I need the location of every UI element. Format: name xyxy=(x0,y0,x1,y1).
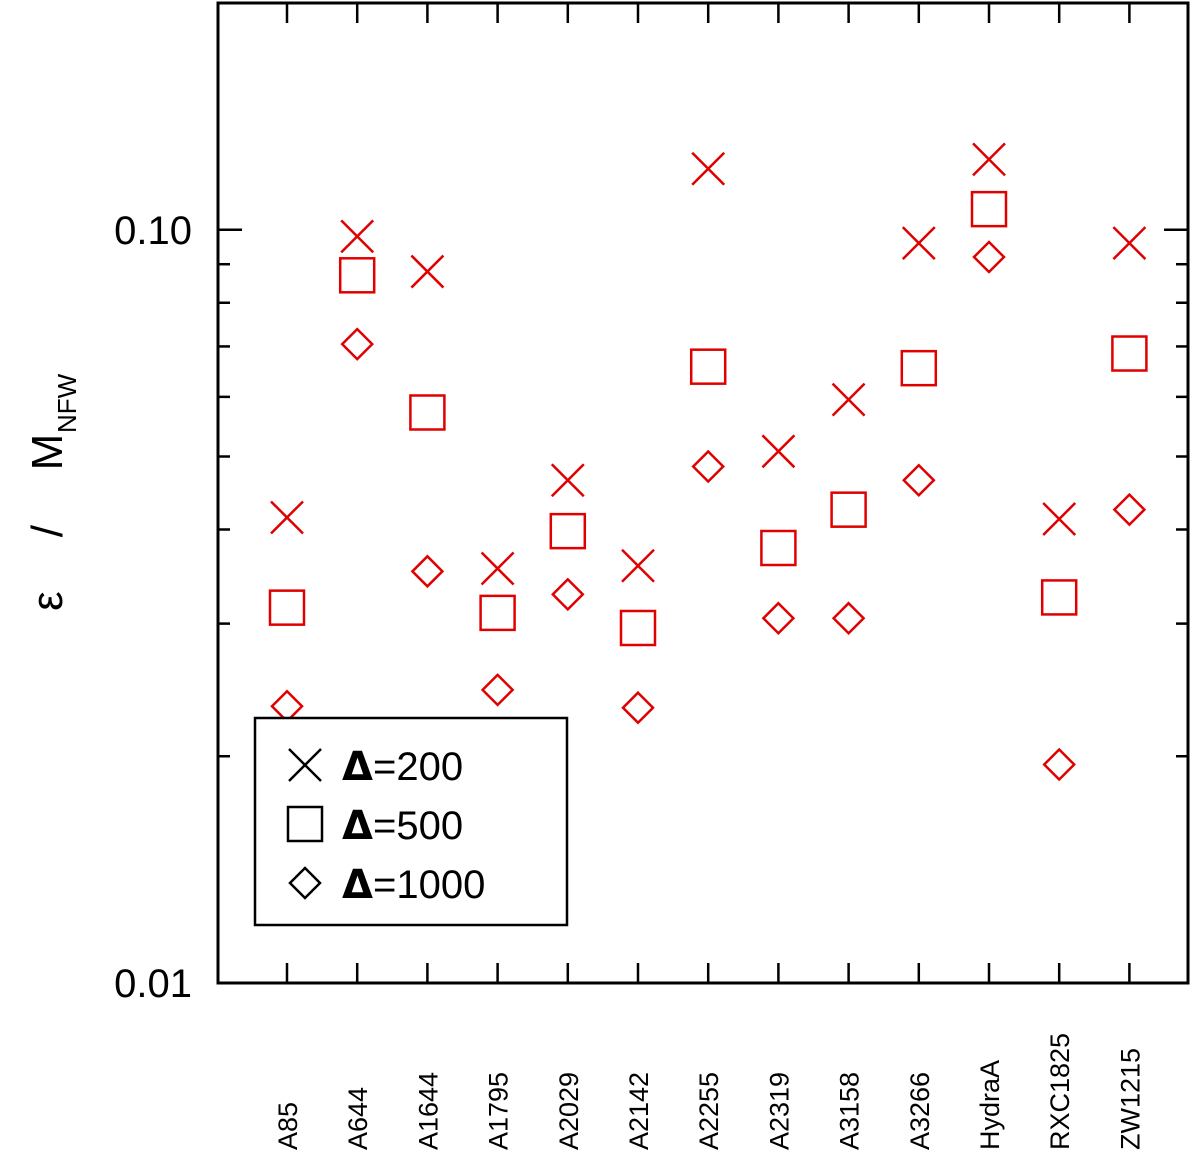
y-tick-labels: 0.10 0.01 xyxy=(114,209,192,1006)
marker-x-RXC1825 xyxy=(1042,502,1077,536)
x-category-label: A2319 xyxy=(764,1072,794,1150)
marker-square-A85 xyxy=(268,589,306,626)
marker-square-RXC1825 xyxy=(1040,579,1078,616)
x-category-label: A2029 xyxy=(554,1072,584,1150)
marker-x-A644 xyxy=(340,219,375,254)
x-category-label: A3266 xyxy=(905,1072,935,1150)
marker-x-A2029 xyxy=(550,463,585,498)
marker-x-A1644 xyxy=(410,254,445,289)
legend-marker-square xyxy=(286,805,324,843)
marker-x-A2142 xyxy=(621,548,655,583)
marker-diamond-RXC1825 xyxy=(1042,747,1076,782)
legend-label-symbol: Δ xyxy=(342,744,373,790)
x-category-label: A644 xyxy=(343,1087,373,1150)
x-category-label: A3158 xyxy=(835,1072,865,1150)
x-category-label: HydraA xyxy=(975,1060,1005,1150)
marker-diamond-A2319 xyxy=(761,601,796,635)
legend-label-value: =200 xyxy=(373,745,463,789)
marker-square-A3158 xyxy=(830,491,867,528)
x-category-label: A85 xyxy=(273,1102,303,1150)
y-axis-label-symbol: ε xyxy=(23,591,72,611)
marker-diamond-ZW1215 xyxy=(1112,492,1147,527)
marker-diamond-A3266 xyxy=(902,463,936,498)
marker-diamond-HydraA xyxy=(972,240,1006,274)
marker-diamond-A3158 xyxy=(831,601,866,635)
marker-diamond-A644 xyxy=(340,327,374,361)
data-markers xyxy=(268,142,1148,782)
marker-x-A85 xyxy=(270,500,304,535)
svg-text:ε / M: ε / M xyxy=(23,434,72,611)
y-axis-label: ε / M NFW xyxy=(23,373,82,611)
x-category-label: RXC1825 xyxy=(1045,1033,1075,1150)
marker-square-A2029 xyxy=(549,512,587,550)
marker-x-A2255 xyxy=(691,151,726,186)
y-axis-label-subscript: NFW xyxy=(52,373,82,433)
legend-label-symbol: Δ xyxy=(342,862,373,908)
legend-marker-diamond xyxy=(288,866,322,900)
marker-x-HydraA xyxy=(972,142,1006,177)
marker-square-A2142 xyxy=(619,609,657,647)
marker-diamond-A1795 xyxy=(480,673,515,707)
x-category-label: A1644 xyxy=(413,1072,443,1150)
marker-diamond-A2255 xyxy=(691,449,725,484)
legend-box xyxy=(253,716,569,927)
y-tick-label: 0.10 xyxy=(114,209,192,253)
legend-label-value: =500 xyxy=(373,804,463,848)
marker-x-A3158 xyxy=(831,382,866,417)
plot-frame xyxy=(216,1,1190,985)
marker-x-A1795 xyxy=(480,551,515,586)
marker-square-A1644 xyxy=(409,394,446,431)
marker-square-A2255 xyxy=(689,348,727,385)
marker-square-HydraA xyxy=(970,190,1008,228)
marker-square-A2319 xyxy=(760,529,797,567)
x-axis xyxy=(285,3,1131,983)
marker-x-A3266 xyxy=(901,226,936,260)
x-category-label: A1795 xyxy=(484,1072,514,1150)
marker-diamond-A2029 xyxy=(551,577,585,612)
x-category-label: A2142 xyxy=(624,1072,654,1150)
legend-label: Δ=1000 xyxy=(342,862,485,908)
marker-diamond-A1644 xyxy=(410,554,445,589)
legend-label-value: =1000 xyxy=(373,863,485,907)
legend-marker-x xyxy=(288,748,322,782)
marker-square-ZW1215 xyxy=(1111,335,1148,372)
x-category-label: A2255 xyxy=(694,1072,724,1150)
legend-label: Δ=200 xyxy=(342,744,463,790)
y-axis-label-separator: / xyxy=(23,524,72,537)
y-axis xyxy=(218,1,1188,985)
x-category-label: ZW1215 xyxy=(1115,1048,1145,1150)
x-category-labels: A85 A644 A1644 A1795 A2029 A2142 A2255 A2319 A31… xyxy=(273,1033,1145,1150)
marker-square-A1795 xyxy=(479,594,516,632)
marker-x-ZW1215 xyxy=(1112,226,1147,260)
y-tick-label: 0.01 xyxy=(114,962,192,1006)
marker-square-A3266 xyxy=(900,349,938,387)
marker-square-A644 xyxy=(338,257,376,294)
y-axis-label-main: M xyxy=(23,434,72,471)
marker-diamond-A2142 xyxy=(621,690,655,725)
legend-label: Δ=500 xyxy=(342,803,463,849)
marker-x-A2319 xyxy=(761,434,796,469)
legend-label-symbol: Δ xyxy=(342,803,373,849)
